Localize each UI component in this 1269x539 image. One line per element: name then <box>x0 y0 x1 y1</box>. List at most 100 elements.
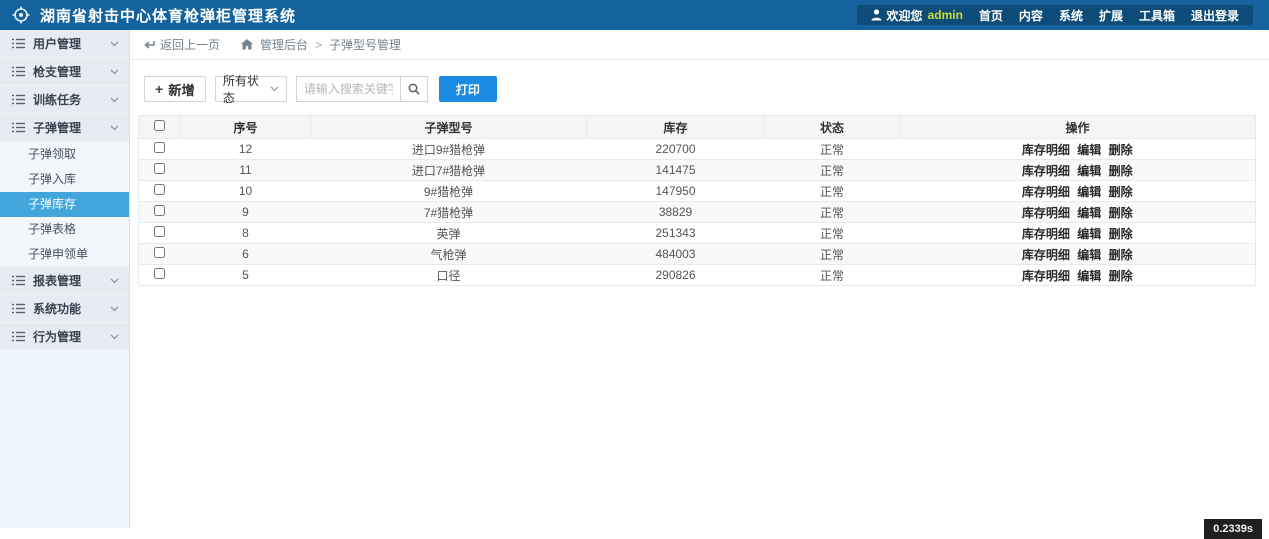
cell-status: 正常 <box>764 180 900 202</box>
cell-seq: 9 <box>180 201 311 223</box>
cell-seq: 12 <box>180 138 311 160</box>
cell-actions: 库存明细 编辑 删除 <box>899 159 1256 181</box>
sidebar-group-user-mgmt[interactable]: 用户管理 <box>0 30 129 58</box>
sidebar-item-bullet-table[interactable]: 子弹表格 <box>28 222 77 236</box>
chevron-down-icon <box>110 334 119 340</box>
table-row: 8 英弹 251343 正常 库存明细 编辑 删除 <box>138 222 1256 244</box>
sidebar-group-behavior-mgmt[interactable]: 行为管理 <box>0 323 129 351</box>
row-checkbox[interactable] <box>154 142 166 153</box>
sidebar-group-label: 行为管理 <box>33 330 82 344</box>
action-delete[interactable]: 删除 <box>1108 268 1133 283</box>
action-stock-detail[interactable]: 库存明细 <box>1021 142 1070 157</box>
row-checkbox[interactable] <box>154 247 166 258</box>
sidebar-item-bullet-apply-form[interactable]: 子弹申领单 <box>28 247 89 261</box>
sidebar-group-training-task[interactable]: 训练任务 <box>0 86 129 114</box>
plus-icon: + <box>155 81 164 97</box>
row-checkbox[interactable] <box>154 184 166 195</box>
sidebar-group-bullet-mgmt[interactable]: 子弹管理 <box>0 114 129 142</box>
action-delete[interactable]: 删除 <box>1108 247 1133 262</box>
search-button[interactable] <box>399 76 428 102</box>
action-stock-detail[interactable]: 库存明细 <box>1021 184 1070 199</box>
row-checkbox[interactable] <box>154 163 166 174</box>
cell-model: 英弹 <box>310 222 587 244</box>
action-edit[interactable]: 编辑 <box>1077 247 1102 262</box>
breadcrumb: 返回上一页 管理后台 > 子弹型号管理 <box>131 30 1269 60</box>
action-stock-detail[interactable]: 库存明细 <box>1021 268 1070 283</box>
search-icon <box>408 83 420 95</box>
action-delete[interactable]: 删除 <box>1108 184 1133 199</box>
action-edit[interactable]: 编辑 <box>1077 268 1102 283</box>
action-stock-detail[interactable]: 库存明细 <box>1021 205 1070 220</box>
action-delete[interactable]: 删除 <box>1108 142 1133 157</box>
topmenu-content[interactable]: 内容 <box>1018 8 1043 23</box>
cell-actions: 库存明细 编辑 删除 <box>899 222 1256 244</box>
action-delete[interactable]: 删除 <box>1108 163 1133 178</box>
action-edit[interactable]: 编辑 <box>1077 163 1102 178</box>
list-icon <box>12 331 25 342</box>
action-stock-detail[interactable]: 库存明细 <box>1021 163 1070 178</box>
select-all-cell <box>138 115 181 139</box>
username[interactable]: admin <box>927 8 963 22</box>
main-content: 返回上一页 管理后台 > 子弹型号管理 + 新增 所有状态 打印 <box>131 30 1269 535</box>
status-filter-select[interactable]: 所有状态 <box>214 74 287 105</box>
topbar: 湖南省射击中心体育枪弹柜管理系统 欢迎您 admin 首页 内容 系统 扩展 工… <box>0 0 1269 30</box>
trace-time-badge[interactable]: 0.2339s <box>1204 519 1262 539</box>
select-all-checkbox[interactable] <box>154 120 165 131</box>
sidebar-group-label: 子弹管理 <box>33 121 82 135</box>
print-button[interactable]: 打印 <box>438 76 497 102</box>
table-header: 序号 子弹型号 库存 状态 操作 <box>138 115 1256 139</box>
sidebar-group-gun-mgmt[interactable]: 枪支管理 <box>0 58 129 86</box>
app-title: 湖南省射击中心体育枪弹柜管理系统 <box>40 7 297 25</box>
header-seq: 序号 <box>180 115 311 139</box>
chevron-down-icon <box>110 97 119 103</box>
list-icon <box>12 94 25 105</box>
sidebar-group-system-func[interactable]: 系统功能 <box>0 295 129 323</box>
table-row: 12 进口9#猎枪弹 220700 正常 库存明细 编辑 删除 <box>138 138 1256 160</box>
action-edit[interactable]: 编辑 <box>1077 184 1102 199</box>
table-row: 9 7#猎枪弹 38829 正常 库存明细 编辑 删除 <box>138 201 1256 223</box>
cell-stock: 141475 <box>586 159 765 181</box>
cell-actions: 库存明细 编辑 删除 <box>899 180 1256 202</box>
sidebar-group-label: 系统功能 <box>33 302 82 316</box>
sidebar-group-label: 训练任务 <box>33 93 82 107</box>
action-delete[interactable]: 删除 <box>1108 226 1133 241</box>
sidebar-item-bullet-stock[interactable]: 子弹库存 <box>0 192 129 217</box>
row-checkbox[interactable] <box>154 226 166 237</box>
sidebar-item-bullet-inbound[interactable]: 子弹入库 <box>28 172 77 186</box>
sidebar: 用户管理 枪支管理 训练任务 子弹管理 子弹领取 子弹入库 子弹库存 子弹表格 … <box>0 30 130 528</box>
cell-model: 进口9#猎枪弹 <box>310 138 587 160</box>
table-row: 5 口径 290826 正常 库存明细 编辑 删除 <box>138 264 1256 286</box>
sidebar-group-label: 报表管理 <box>33 274 82 288</box>
breadcrumb-home[interactable]: 管理后台 <box>260 38 309 52</box>
action-stock-detail[interactable]: 库存明细 <box>1021 247 1070 262</box>
welcome-user: 欢迎您 admin <box>871 7 963 24</box>
topmenu-logout[interactable]: 退出登录 <box>1190 8 1239 23</box>
topmenu-system[interactable]: 系统 <box>1058 8 1083 23</box>
add-button[interactable]: + 新增 <box>144 76 206 102</box>
action-delete[interactable]: 删除 <box>1108 205 1133 220</box>
action-edit[interactable]: 编辑 <box>1077 205 1102 220</box>
topmenu-extend[interactable]: 扩展 <box>1098 8 1123 23</box>
cell-status: 正常 <box>764 243 900 265</box>
search-input[interactable] <box>295 76 400 102</box>
cell-seq: 5 <box>180 264 311 286</box>
row-checkbox[interactable] <box>154 268 166 279</box>
sidebar-group-label: 用户管理 <box>33 37 82 51</box>
cell-actions: 库存明细 编辑 删除 <box>899 138 1256 160</box>
cell-actions: 库存明细 编辑 删除 <box>899 243 1256 265</box>
back-link[interactable]: 返回上一页 <box>144 36 220 53</box>
action-edit[interactable]: 编辑 <box>1077 226 1102 241</box>
sidebar-group-report-mgmt[interactable]: 报表管理 <box>0 267 129 295</box>
action-edit[interactable]: 编辑 <box>1077 142 1102 157</box>
action-stock-detail[interactable]: 库存明细 <box>1021 226 1070 241</box>
topmenu-toolbox[interactable]: 工具箱 <box>1138 8 1175 23</box>
table-row: 10 9#猎枪弹 147950 正常 库存明细 编辑 删除 <box>138 180 1256 202</box>
header-actions: 操作 <box>899 115 1256 139</box>
row-checkbox[interactable] <box>154 205 166 216</box>
header-model: 子弹型号 <box>310 115 587 139</box>
cell-status: 正常 <box>764 201 900 223</box>
sidebar-item-bullet-collect[interactable]: 子弹领取 <box>28 147 77 161</box>
topmenu-home[interactable]: 首页 <box>978 8 1003 23</box>
list-icon <box>12 122 25 133</box>
cell-seq: 10 <box>180 180 311 202</box>
